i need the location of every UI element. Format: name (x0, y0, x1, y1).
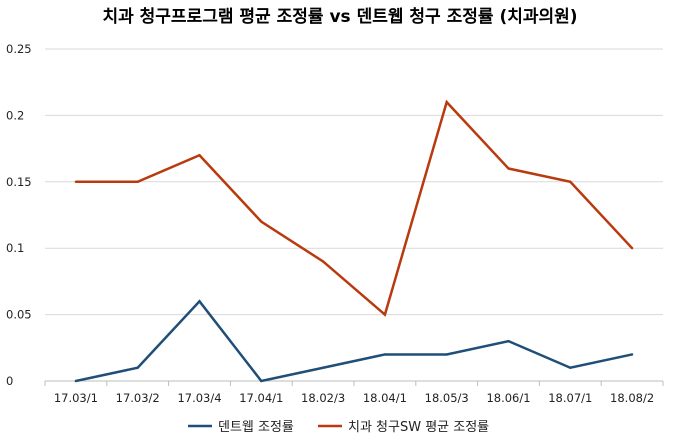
y-tick-label: 0.15 (6, 175, 32, 189)
y-tick-label: 0 (6, 374, 13, 388)
series-line-1 (75, 299, 633, 383)
data-point (198, 300, 201, 303)
legend-label: 덴트웹 조정률 (218, 420, 294, 435)
x-tick-label: 17.03/2 (116, 391, 160, 405)
data-point (321, 366, 325, 369)
data-point (198, 154, 201, 157)
y-tick-label: 0.2 (6, 108, 24, 122)
x-axis-ticks: 17.03/1 17.03/2 17.03/4 17.04/1 18.02/3 18.04… (44, 381, 664, 405)
x-tick-label: 17.04/1 (239, 391, 283, 405)
data-point (260, 379, 263, 383)
data-point (630, 353, 634, 356)
legend: 덴트웹 조정률 치과 청구SW 평균 조정률 (188, 420, 489, 435)
data-point (383, 353, 387, 356)
data-point (136, 366, 139, 369)
x-tick-label: 18.08/2 (610, 391, 654, 405)
data-point (321, 260, 325, 263)
data-point (74, 180, 78, 183)
x-tick-label: 17.03/4 (177, 391, 221, 405)
data-point (74, 379, 78, 383)
data-point (507, 339, 510, 343)
data-point (569, 180, 572, 183)
y-axis-ticks: 0 0.05 0.1 0.15 0.2 0.25 (6, 42, 32, 388)
data-point (445, 353, 448, 356)
data-point (507, 167, 510, 170)
series-lines (74, 99, 634, 383)
grid-lines (45, 48, 663, 382)
y-tick-label: 0.05 (6, 308, 32, 322)
data-point (383, 313, 387, 316)
x-tick-label: 18.04/1 (363, 391, 407, 405)
data-point (630, 247, 634, 250)
x-tick-label: 18.05/3 (425, 391, 469, 405)
data-point (445, 100, 448, 104)
y-tick-label: 0.25 (6, 42, 32, 56)
data-point (136, 180, 139, 183)
x-tick-label: 17.03/1 (54, 391, 98, 405)
chart-title: 치과 청구프로그램 평균 조정률 vs 덴트웹 청구 조정률 (치과의원) (102, 6, 577, 27)
legend-label: 치과 청구SW 평균 조정률 (348, 420, 489, 435)
data-point (569, 366, 572, 369)
series-line-2 (75, 99, 634, 317)
data-point (260, 220, 263, 223)
x-tick-label: 18.06/1 (486, 391, 530, 405)
x-tick-label: 18.02/3 (301, 391, 345, 405)
y-tick-label: 0.1 (6, 241, 24, 255)
x-tick-label: 18.07/1 (548, 391, 592, 405)
